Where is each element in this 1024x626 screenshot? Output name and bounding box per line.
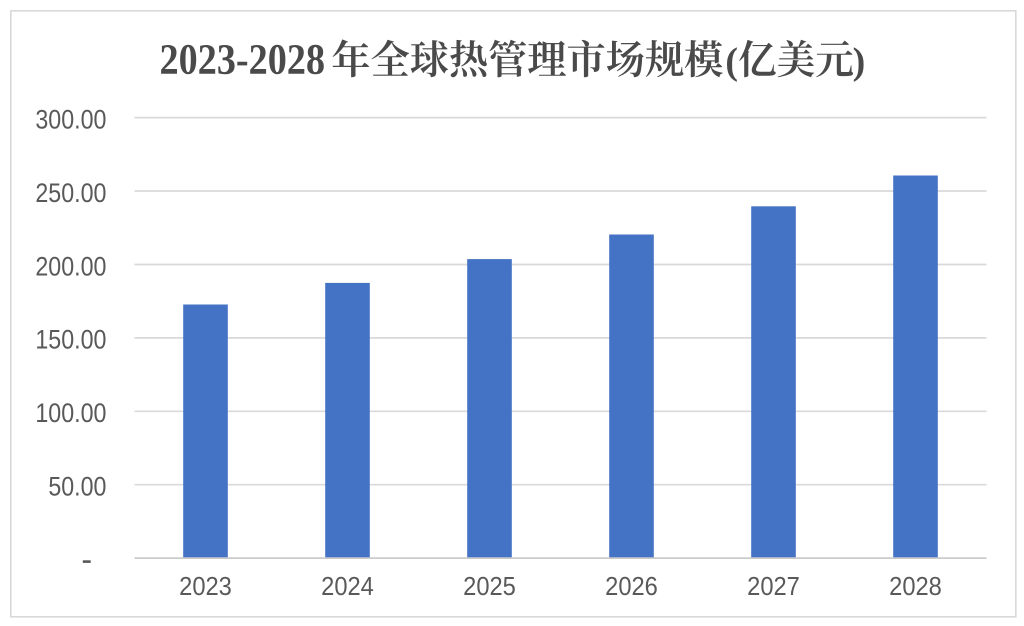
svg-text:2027: 2027 bbox=[747, 571, 800, 601]
svg-text:2028: 2028 bbox=[889, 571, 942, 601]
svg-text:2023: 2023 bbox=[179, 571, 232, 601]
svg-text:2024: 2024 bbox=[321, 571, 374, 601]
svg-text:2025: 2025 bbox=[463, 571, 516, 601]
svg-text:150.00: 150.00 bbox=[35, 325, 106, 355]
svg-text:100.00: 100.00 bbox=[35, 398, 106, 428]
svg-text:200.00: 200.00 bbox=[35, 251, 106, 281]
svg-text:2026: 2026 bbox=[605, 571, 658, 601]
svg-text:300.00: 300.00 bbox=[35, 104, 106, 134]
svg-text:50.00: 50.00 bbox=[48, 472, 106, 502]
svg-text:250.00: 250.00 bbox=[35, 178, 106, 208]
